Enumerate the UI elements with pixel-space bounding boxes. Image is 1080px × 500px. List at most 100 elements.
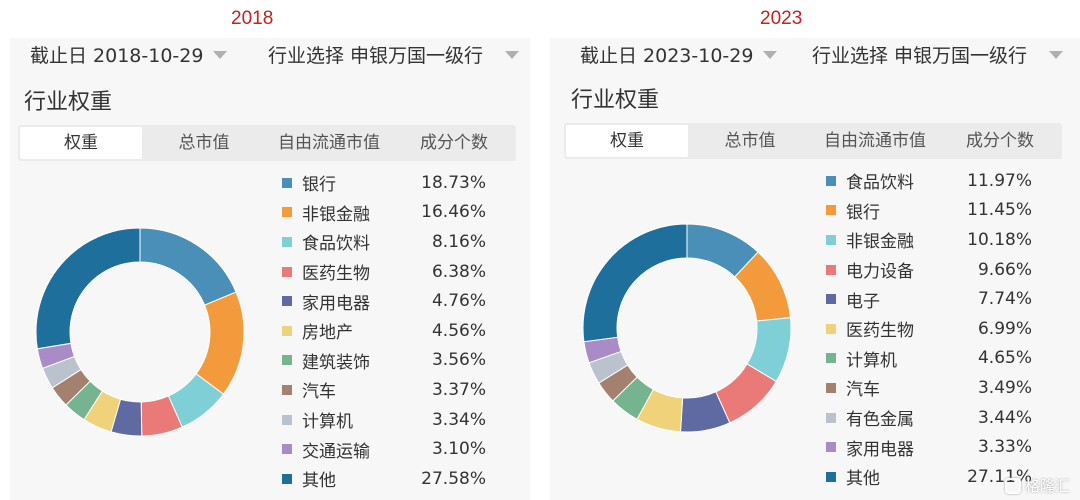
industry-filter-label: 行业选择 申银万国一级行 (268, 45, 484, 67)
legend-label: 医药生物 (302, 264, 370, 285)
legend-value: 6.99% (977, 318, 1032, 339)
legend-swatch (826, 323, 836, 334)
legend-value: 6.38% (431, 261, 486, 282)
tab-weight[interactable]: 权重 (566, 125, 688, 157)
chevron-down-icon[interactable] (213, 50, 228, 59)
legend-value: 18.73% (421, 172, 486, 193)
date-filter-label: 截止日 2018-10-29 (30, 45, 204, 67)
industry-filter-dropdown[interactable]: 行业选择 申银万国一级行 (268, 41, 520, 68)
section-title: 行业权重 (571, 88, 660, 113)
legend-label: 其他 (302, 471, 336, 492)
legend-value: 4.65% (977, 348, 1032, 369)
legend-item[interactable]: 汽车 3.49% (826, 373, 1032, 403)
tab-weight[interactable]: 权重 (20, 127, 142, 159)
legend-item[interactable]: 计算机 3.34% (282, 405, 486, 435)
legend-item[interactable]: 非银金融 10.18% (826, 225, 1032, 255)
chevron-down-icon[interactable] (763, 50, 778, 59)
legend-swatch (282, 207, 292, 218)
panel-2023: 2023 截止日 2023-10-29 行业选择 申银万国一级行 行业权重 权重… (540, 0, 1080, 500)
legend-item[interactable]: 房地产 4.56% (282, 316, 486, 346)
legend-value: 27.58% (421, 468, 486, 489)
legend-item[interactable]: 家用电器 3.33% (826, 432, 1032, 462)
legend-swatch (282, 384, 292, 395)
chart-year-title: 2018 (231, 8, 274, 29)
legend-item[interactable]: 医药生物 6.38% (282, 257, 486, 287)
legend-value: 11.45% (967, 200, 1032, 221)
tab-free-float-market-cap[interactable]: 自由流通市值 (278, 133, 380, 153)
legend-value: 4.56% (431, 320, 486, 341)
legend-item[interactable]: 其他 27.58% (282, 464, 486, 494)
legend-label: 建筑装饰 (302, 352, 370, 373)
industry-filter-label: 行业选择 申银万国一级行 (812, 45, 1028, 67)
date-filter-label: 截止日 2023-10-29 (580, 45, 754, 67)
chart-legend: 食品饮料 11.97% 银行 11.45% 非银金融 10.18% 电力设备 9.66% 电子 7… (826, 166, 1032, 492)
legend-item[interactable]: 银行 11.45% (826, 196, 1032, 226)
tab-constituent-count[interactable]: 成分个数 (966, 131, 1034, 151)
legend-label: 非银金融 (846, 232, 914, 253)
legend-label: 非银金融 (302, 204, 370, 225)
legend-label: 银行 (846, 202, 880, 223)
tab-bar: 权重 总市值 自由流通市值 成分个数 (18, 125, 516, 161)
legend-item[interactable]: 电力设备 9.66% (826, 255, 1032, 285)
legend-item[interactable]: 家用电器 4.76% (282, 286, 486, 316)
legend-item[interactable]: 汽车 3.37% (282, 375, 486, 405)
legend-item[interactable]: 其他 27.11% (826, 462, 1032, 492)
legend-item[interactable]: 非银金融 16.46% (282, 198, 486, 228)
donut-slice[interactable] (582, 223, 688, 343)
legend-value: 8.16% (431, 231, 486, 252)
legend-item[interactable]: 银行 18.73% (282, 168, 486, 198)
date-filter-dropdown[interactable]: 截止日 2018-10-29 (30, 41, 228, 68)
legend-item[interactable]: 有色金属 3.44% (826, 403, 1032, 433)
legend-label: 家用电器 (846, 439, 914, 460)
legend-item[interactable]: 食品饮料 11.97% (826, 166, 1032, 196)
legend-value: 10.18% (967, 229, 1032, 250)
legend-label: 食品饮料 (302, 234, 370, 255)
legend-label: 计算机 (846, 350, 897, 371)
tab-free-float-market-cap[interactable]: 自由流通市值 (824, 131, 926, 151)
legend-value: 4.76% (431, 291, 486, 312)
chevron-down-icon[interactable] (1049, 50, 1064, 59)
legend-label: 计算机 (302, 412, 353, 433)
legend-label: 电子 (846, 291, 880, 312)
industry-filter-dropdown[interactable]: 行业选择 申银万国一级行 (812, 41, 1064, 68)
legend-item[interactable]: 交通运输 3.10% (282, 434, 486, 464)
legend-value: 11.97% (967, 170, 1032, 191)
legend-swatch (826, 353, 836, 364)
legend-swatch (282, 236, 292, 247)
legend-value: 3.49% (977, 377, 1032, 398)
chart-legend: 银行 18.73% 非银金融 16.46% 食品饮料 8.16% 医药生物 6.38% 家用电器… (282, 168, 486, 494)
legend-swatch (282, 266, 292, 277)
legend-value: 3.10% (431, 439, 486, 460)
legend-item[interactable]: 电子 7.74% (826, 284, 1032, 314)
legend-item[interactable]: 建筑装饰 3.56% (282, 346, 486, 376)
legend-label: 银行 (302, 175, 336, 196)
legend-value: 9.66% (977, 259, 1032, 280)
legend-label: 电力设备 (846, 262, 914, 283)
legend-item[interactable]: 医药生物 6.99% (826, 314, 1032, 344)
tab-total-market-cap[interactable]: 总市值 (724, 131, 776, 151)
legend-swatch (826, 234, 836, 245)
legend-swatch (282, 325, 292, 336)
tab-constituent-count[interactable]: 成分个数 (420, 133, 488, 153)
legend-label: 汽车 (846, 380, 880, 401)
legend-label: 家用电器 (302, 293, 370, 314)
section-title: 行业权重 (24, 90, 113, 115)
chevron-down-icon[interactable] (505, 50, 520, 59)
legend-item[interactable]: 食品饮料 8.16% (282, 227, 486, 257)
legend-label: 其他 (846, 469, 880, 490)
date-filter-dropdown[interactable]: 截止日 2023-10-29 (580, 41, 778, 68)
donut-chart (582, 223, 792, 433)
legend-label: 房地产 (302, 323, 353, 344)
legend-swatch (282, 473, 292, 484)
legend-swatch (282, 414, 292, 425)
legend-label: 食品饮料 (846, 173, 914, 194)
legend-swatch (826, 175, 836, 186)
donut-slice[interactable] (139, 227, 237, 306)
tab-total-market-cap[interactable]: 总市值 (178, 133, 230, 153)
legend-swatch (826, 205, 836, 216)
filter-bar: 截止日 2018-10-29 行业选择 申银万国一级行 (0, 38, 540, 68)
legend-item[interactable]: 计算机 4.65% (826, 344, 1032, 374)
donut-slice[interactable] (35, 227, 141, 350)
legend-value: 3.33% (977, 437, 1032, 458)
panel-2018: 2018 截止日 2018-10-29 行业选择 申银万国一级行 行业权重 权重… (0, 8, 540, 494)
